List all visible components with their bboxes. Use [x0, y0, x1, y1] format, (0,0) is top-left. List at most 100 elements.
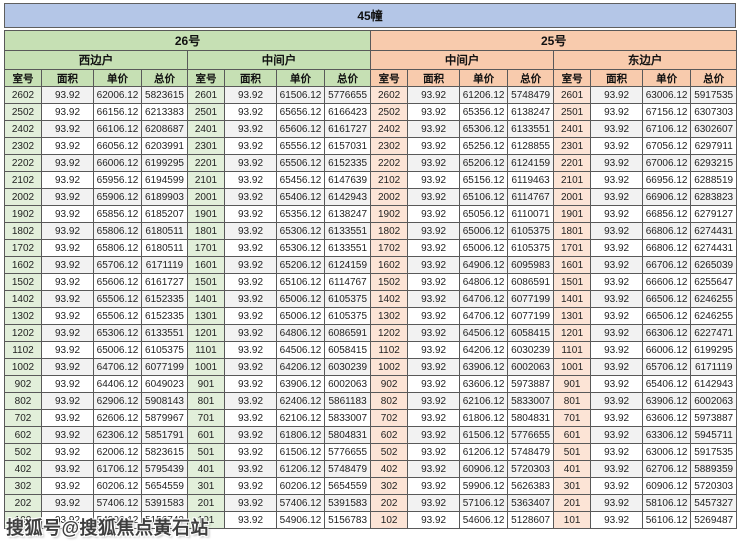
unit-price-cell: 65856.12 — [93, 205, 142, 223]
table-row: 2202 93.92 66006.12 6199295 2201 93.92 65506.1… — [4, 154, 738, 172]
unit-price-cell: 62006.12 — [93, 86, 142, 104]
room-cell: 602 — [370, 426, 409, 444]
room-cell: 1402 — [370, 290, 409, 308]
area-cell: 93.92 — [590, 171, 644, 189]
room-cell: 1101 — [187, 341, 225, 359]
total-price-cell: 6105375 — [507, 222, 555, 240]
total-price-cell: 6002063 — [507, 358, 555, 376]
room-cell: 1601 — [187, 256, 225, 274]
room-cell: 102 — [4, 511, 42, 529]
unit-price-cell: 65706.12 — [642, 358, 692, 376]
room-cell: 2102 — [4, 171, 42, 189]
total-price-cell: 6030239 — [323, 358, 372, 376]
room-cell: 501 — [553, 443, 592, 461]
room-cell: 1502 — [370, 273, 409, 291]
total-price-cell: 5363407 — [507, 494, 555, 512]
unit-price-cell: 65256.12 — [459, 137, 509, 155]
area-cell: 93.92 — [590, 494, 644, 512]
area-cell: 93.92 — [590, 137, 644, 155]
unit-price-cell: 65006.12 — [459, 239, 509, 257]
unit-price-cell: 63606.12 — [459, 375, 509, 393]
area-cell: 93.92 — [224, 290, 277, 308]
total-price-cell: 5156783 — [323, 511, 372, 529]
room-cell: 2302 — [370, 137, 409, 155]
area-cell: 93.92 — [224, 171, 277, 189]
table-row: 1702 93.92 65806.12 6180511 1701 93.92 65306.1… — [4, 239, 738, 257]
table-row: 1402 93.92 65506.12 6152335 1401 93.92 65006.1… — [4, 290, 738, 308]
unit-price-cell: 66006.12 — [642, 341, 692, 359]
unit-price-cell: 65306.12 — [276, 222, 325, 240]
total-price-cell: 6255647 — [690, 273, 738, 291]
area-cell: 93.92 — [224, 358, 277, 376]
unit-price-cell: 63606.12 — [642, 409, 692, 427]
unit-price-cell: 61206.12 — [459, 443, 509, 461]
area-cell: 93.92 — [224, 103, 277, 121]
table-row: 1502 93.92 65606.12 6161727 1501 93.92 65106.1… — [4, 273, 738, 291]
room-cell: 1501 — [553, 273, 592, 291]
unit-price-cell: 61506.12 — [276, 86, 325, 104]
room-cell: 1102 — [4, 341, 42, 359]
unit-price-cell: 65306.12 — [276, 239, 325, 257]
area-cell: 93.92 — [590, 154, 644, 172]
total-price-cell: 6147639 — [323, 171, 372, 189]
unit-price-cell: 61506.12 — [459, 426, 509, 444]
total-price-cell: 6133551 — [507, 120, 555, 138]
area-cell: 93.92 — [224, 256, 277, 274]
unit-price-cell: 64806.12 — [276, 324, 325, 342]
room-cell: 1801 — [553, 222, 592, 240]
table-row: 1102 93.92 65006.12 6105375 1101 93.92 64506.1… — [4, 341, 738, 359]
unit-price-cell: 67056.12 — [642, 137, 692, 155]
col-header-room: 室号 — [4, 69, 42, 87]
table-row: 1902 93.92 65856.12 6185207 1901 93.92 65356.1… — [4, 205, 738, 223]
room-cell: 1701 — [187, 239, 225, 257]
building-26-header: 26号 — [3, 30, 372, 51]
room-cell: 2101 — [187, 171, 225, 189]
unit-price-cell: 61506.12 — [276, 443, 325, 461]
col-header-unit-price: 单价 — [276, 69, 325, 87]
area-cell: 93.92 — [41, 103, 94, 121]
page-title: 45幢 — [357, 9, 383, 23]
area-cell: 93.92 — [41, 86, 94, 104]
total-price-cell: 6199295 — [690, 341, 738, 359]
room-cell: 502 — [4, 443, 42, 461]
unit-price-cell: 63906.12 — [459, 358, 509, 376]
room-cell: 1702 — [370, 239, 409, 257]
unit-type-middle-26: 中间户 — [186, 50, 372, 70]
area-cell: 93.92 — [41, 120, 94, 138]
room-cell: 2501 — [187, 103, 225, 121]
col-header-unit-price: 单价 — [642, 69, 692, 87]
total-price-cell: 6058415 — [507, 324, 555, 342]
area-cell: 93.92 — [407, 443, 461, 461]
area-cell: 93.92 — [407, 307, 461, 325]
area-cell: 93.92 — [224, 239, 277, 257]
unit-price-cell: 62706.12 — [642, 460, 692, 478]
area-cell: 93.92 — [590, 443, 644, 461]
total-price-cell: 6152335 — [141, 290, 188, 308]
room-cell: 1302 — [4, 307, 42, 325]
area-cell: 93.92 — [41, 477, 94, 495]
total-price-cell: 6274431 — [690, 222, 738, 240]
total-price-cell: 6194599 — [141, 171, 188, 189]
area-cell: 93.92 — [224, 494, 277, 512]
table-row: 1602 93.92 65706.12 6171119 1601 93.92 65206.1… — [4, 256, 738, 274]
room-cell: 901 — [187, 375, 225, 393]
room-cell: 702 — [370, 409, 409, 427]
room-cell: 201 — [553, 494, 592, 512]
area-cell: 93.92 — [407, 477, 461, 495]
unit-price-cell: 65606.12 — [276, 120, 325, 138]
unit-price-cell: 65056.12 — [459, 205, 509, 223]
unit-price-cell: 66956.12 — [642, 171, 692, 189]
room-cell: 1602 — [370, 256, 409, 274]
total-price-cell: 5823615 — [141, 443, 188, 461]
area-cell: 93.92 — [407, 341, 461, 359]
area-cell: 93.92 — [407, 120, 461, 138]
total-price-cell: 6142943 — [323, 188, 372, 206]
total-price-cell: 5973887 — [690, 409, 738, 427]
unit-price-cell: 60906.12 — [642, 477, 692, 495]
area-cell: 93.92 — [407, 511, 461, 529]
unit-price-cell: 65306.12 — [93, 324, 142, 342]
area-cell: 93.92 — [407, 426, 461, 444]
unit-price-cell: 65406.12 — [276, 188, 325, 206]
total-price-cell: 5720303 — [690, 477, 738, 495]
room-cell: 1702 — [4, 239, 42, 257]
